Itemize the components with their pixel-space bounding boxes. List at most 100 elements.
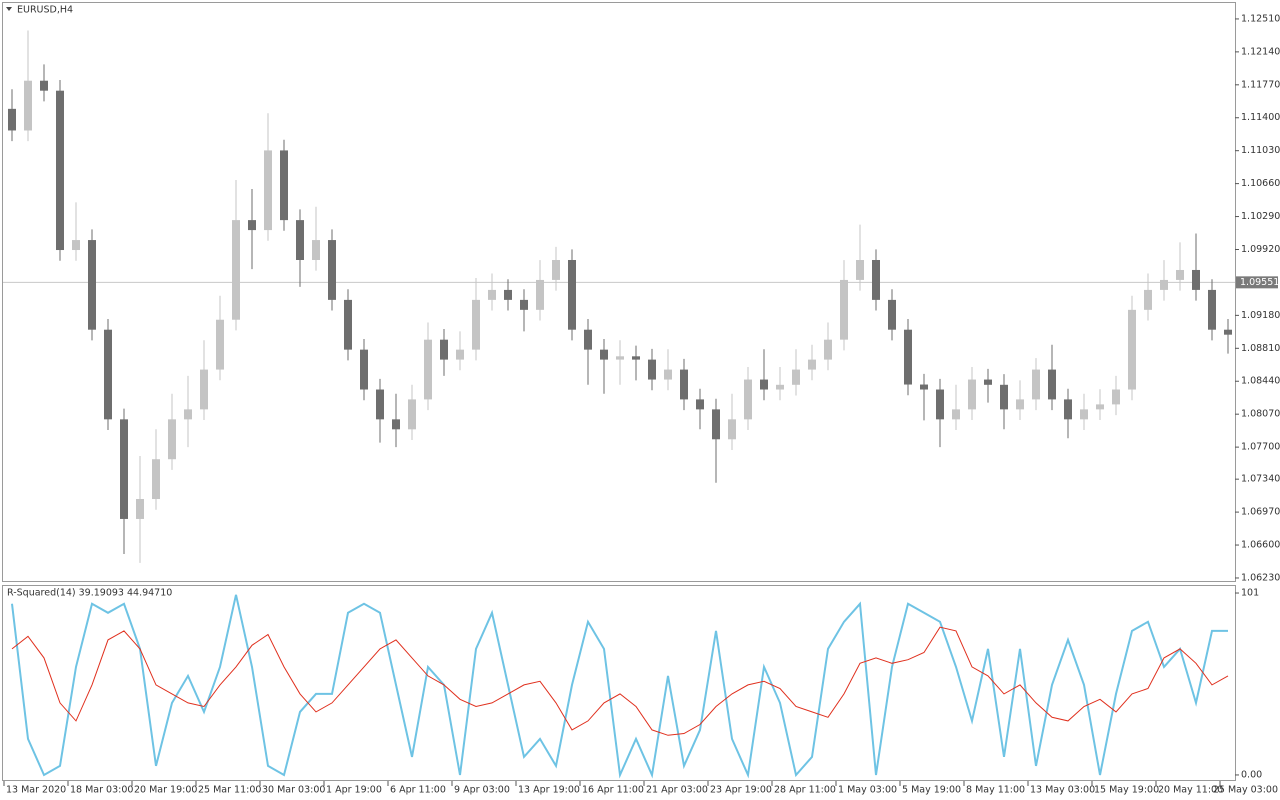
- candle-body: [152, 459, 160, 500]
- y-tick-label: 101: [1241, 588, 1259, 599]
- y-tick-label: 1.12510: [1241, 13, 1280, 24]
- candle-body: [440, 339, 448, 360]
- candle-body: [408, 399, 416, 430]
- x-tick-label: 1 May 03:00: [838, 785, 897, 796]
- x-tick-label: 18 Mar 03:00: [70, 785, 133, 796]
- candle-body: [1208, 289, 1216, 330]
- candle-body: [1128, 309, 1136, 390]
- candle-body: [536, 279, 544, 310]
- main-panel: [2, 2, 1236, 582]
- candle-body: [744, 379, 752, 420]
- candle-body: [600, 349, 608, 360]
- candle-body: [776, 384, 784, 390]
- y-tick-label: 1.11770: [1241, 79, 1280, 90]
- candle-body: [376, 389, 384, 420]
- candle-body: [232, 220, 240, 320]
- candle-body: [648, 359, 656, 380]
- candle-body: [936, 389, 944, 420]
- candle-body: [72, 240, 80, 251]
- current-price-box: [1236, 276, 1278, 289]
- x-tick-label: 13 Apr 19:00: [518, 785, 580, 796]
- candle-body: [1000, 384, 1008, 410]
- candle-body: [120, 419, 128, 519]
- menu-arrow[interactable]: [6, 7, 12, 11]
- candle-body: [840, 279, 848, 340]
- x-tick-label: 9 Apr 03:00: [454, 785, 510, 796]
- candle-body: [728, 419, 736, 440]
- candle-body: [1032, 369, 1040, 400]
- candle-body: [392, 419, 400, 430]
- x-tick-label: 25 Mar 11:00: [198, 785, 261, 796]
- x-tick-label: 28 Apr 11:00: [774, 785, 836, 796]
- candle-body: [808, 359, 816, 370]
- y-tick-label: 1.11030: [1241, 145, 1280, 156]
- candle-body: [520, 299, 528, 310]
- x-tick-label: 13 Mar 2020: [6, 785, 66, 796]
- current-price-label: 1.09551: [1240, 277, 1279, 288]
- candle-body: [824, 339, 832, 360]
- y-tick-label: 1.09180: [1241, 310, 1280, 321]
- y-tick-label: 1.09920: [1241, 244, 1280, 255]
- candle-body: [504, 289, 512, 300]
- candle-body: [1064, 399, 1072, 420]
- candle-body: [56, 90, 64, 251]
- candle-body: [344, 299, 352, 350]
- candle-body: [136, 499, 144, 519]
- y-tick-label: 1.10660: [1241, 178, 1280, 189]
- x-tick-label: 20 Mar 19:00: [134, 785, 197, 796]
- candle-body: [488, 289, 496, 300]
- indicator-title: R-Squared(14) 39.19093 44.94710: [7, 588, 172, 599]
- candle-body: [792, 369, 800, 385]
- candle-body: [472, 299, 480, 350]
- candle-body: [856, 259, 864, 280]
- candle-body: [968, 379, 976, 410]
- y-tick-label: 0.00: [1241, 769, 1262, 780]
- candle-body: [1080, 409, 1088, 420]
- y-tick-label: 1.10290: [1241, 211, 1280, 222]
- candle-body: [1192, 269, 1200, 290]
- candle-body: [296, 220, 304, 260]
- candle-body: [1224, 329, 1232, 335]
- y-tick-label: 1.06230: [1241, 572, 1280, 583]
- candle-body: [104, 329, 112, 420]
- candle-body: [680, 369, 688, 400]
- x-tick-label: 16 Apr 11:00: [582, 785, 644, 796]
- x-tick-label: 30 Mar 03:00: [262, 785, 325, 796]
- x-tick-label: 23 Apr 19:00: [710, 785, 772, 796]
- x-tick-label: 5 May 19:00: [902, 785, 961, 796]
- y-tick-label: 1.12140: [1241, 46, 1280, 57]
- candle-body: [264, 150, 272, 231]
- candle-body: [872, 259, 880, 300]
- candle-body: [24, 80, 32, 131]
- x-tick-label: 6 Apr 11:00: [390, 785, 446, 796]
- x-tick-label: 15 May 19:00: [1094, 785, 1159, 796]
- candle-body: [360, 349, 368, 390]
- y-tick-label: 1.08440: [1241, 376, 1280, 387]
- candle-body: [584, 329, 592, 350]
- y-tick-label: 1.08070: [1241, 409, 1280, 420]
- x-tick-label: 20 May 11:00: [1158, 785, 1223, 796]
- candle-body: [184, 409, 192, 420]
- indicator-panel: [2, 585, 1236, 781]
- y-tick-label: 1.06600: [1241, 540, 1280, 551]
- candle-body: [904, 329, 912, 385]
- candle-body: [40, 80, 48, 91]
- candle-body: [1176, 269, 1184, 280]
- candle-body: [696, 399, 704, 410]
- candle-body: [552, 259, 560, 280]
- candle-body: [1112, 389, 1120, 405]
- x-tick-label: 21 Apr 03:00: [646, 785, 708, 796]
- candle-body: [712, 409, 720, 440]
- y-tick-label: 1.11400: [1241, 112, 1280, 123]
- candle-body: [920, 384, 928, 390]
- candle-body: [280, 150, 288, 221]
- x-tick-label: 8 May 11:00: [966, 785, 1025, 796]
- y-tick-label: 1.07700: [1241, 442, 1280, 453]
- candle-body: [1016, 399, 1024, 410]
- candle-body: [168, 419, 176, 460]
- candle-body: [1096, 404, 1104, 410]
- y-tick-label: 1.08810: [1241, 343, 1280, 354]
- candle-body: [664, 369, 672, 380]
